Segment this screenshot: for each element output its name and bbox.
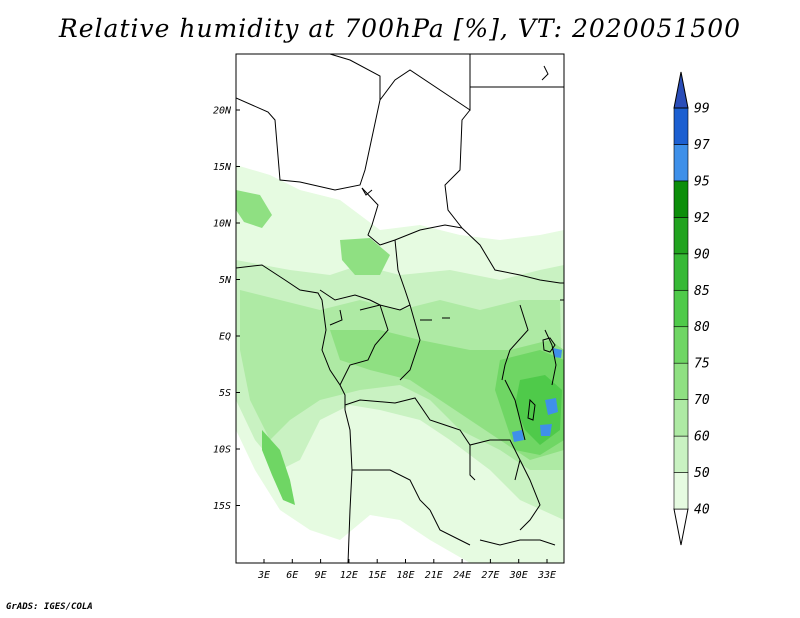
lon-tick-label: 3E bbox=[257, 570, 270, 581]
lon-tick-label: 18E bbox=[396, 570, 414, 581]
lat-tick-label: 10S bbox=[213, 445, 231, 456]
credit-text: GrADS: IGES/COLA bbox=[6, 602, 93, 612]
lat-tick-label: 5S bbox=[219, 388, 231, 399]
colorbar-label: 92 bbox=[694, 211, 710, 226]
lon-tick-label: 30E bbox=[509, 570, 528, 581]
colorbar-bin bbox=[673, 253, 689, 291]
humidity-area-west-coast bbox=[262, 430, 295, 505]
lon-tick-label: 27E bbox=[481, 570, 499, 581]
lon-tick-label: 6E bbox=[286, 570, 298, 581]
colorbar-bin bbox=[673, 180, 689, 218]
colorbar-bin bbox=[673, 399, 689, 437]
lon-tick-label: 24E bbox=[453, 570, 471, 581]
colorbar-bin bbox=[673, 472, 689, 510]
colorbar-label: 75 bbox=[694, 357, 710, 372]
country-borders bbox=[236, 54, 564, 563]
latitude-axis: 20N 15N 10N 5N EQ 5S 10S 15S bbox=[213, 106, 240, 512]
colorbar-label: 60 bbox=[694, 430, 710, 445]
colorbar-label: 97 bbox=[694, 138, 710, 153]
humidity-area-blue-2 bbox=[512, 430, 524, 442]
colorbar-bin bbox=[673, 107, 689, 145]
lat-tick-label: 15S bbox=[213, 501, 231, 512]
colorbar-label: 95 bbox=[694, 174, 710, 189]
colorbar-label: 70 bbox=[694, 393, 710, 408]
humidity-area-blue-3 bbox=[540, 424, 552, 436]
lat-tick-label: 20N bbox=[213, 106, 232, 117]
colorbar-label: 40 bbox=[694, 503, 710, 518]
colorbar-bin bbox=[673, 326, 689, 364]
lon-tick-label: 9E bbox=[315, 570, 327, 581]
colorbar-low-triangle bbox=[673, 508, 689, 546]
lon-tick-label: 33E bbox=[537, 570, 556, 581]
colorbar-label: 90 bbox=[694, 247, 710, 262]
lon-tick-label: 21E bbox=[425, 570, 443, 581]
colorbar: 40 50 60 70 75 80 85 90 92 95 97 99 bbox=[673, 71, 710, 546]
lon-tick-label: 15E bbox=[368, 570, 386, 581]
colorbar-bin bbox=[673, 144, 689, 182]
lat-tick-label: 15N bbox=[213, 162, 232, 173]
colorbar-label: 99 bbox=[694, 102, 710, 117]
humidity-area-nw bbox=[236, 190, 272, 228]
colorbar-label: 80 bbox=[694, 320, 710, 335]
lon-tick-label: 12E bbox=[340, 570, 358, 581]
lat-tick-label: 5N bbox=[219, 275, 232, 286]
longitude-axis: 3E 6E 9E 12E 15E 18E 21E 24E 27E 30E 33E bbox=[257, 559, 556, 581]
colorbar-label: 50 bbox=[694, 466, 710, 481]
colorbar-bin bbox=[673, 217, 689, 255]
map-frame bbox=[235, 53, 565, 564]
lat-tick-label: EQ bbox=[219, 332, 231, 343]
colorbar-high-triangle bbox=[673, 71, 689, 109]
humidity-area-cameroon bbox=[340, 238, 390, 275]
humidity-area-blue-4 bbox=[553, 348, 562, 358]
colorbar-bin bbox=[673, 289, 689, 328]
chart-title: Relative humidity at 700hPa [%], VT: 202… bbox=[58, 14, 742, 43]
humidity-area-blue-1 bbox=[545, 398, 558, 415]
lat-tick-label: 10N bbox=[213, 219, 232, 230]
colorbar-bin bbox=[673, 435, 689, 473]
colorbar-label: 85 bbox=[694, 284, 710, 299]
humidity-field bbox=[236, 54, 564, 563]
colorbar-bin bbox=[673, 362, 689, 400]
